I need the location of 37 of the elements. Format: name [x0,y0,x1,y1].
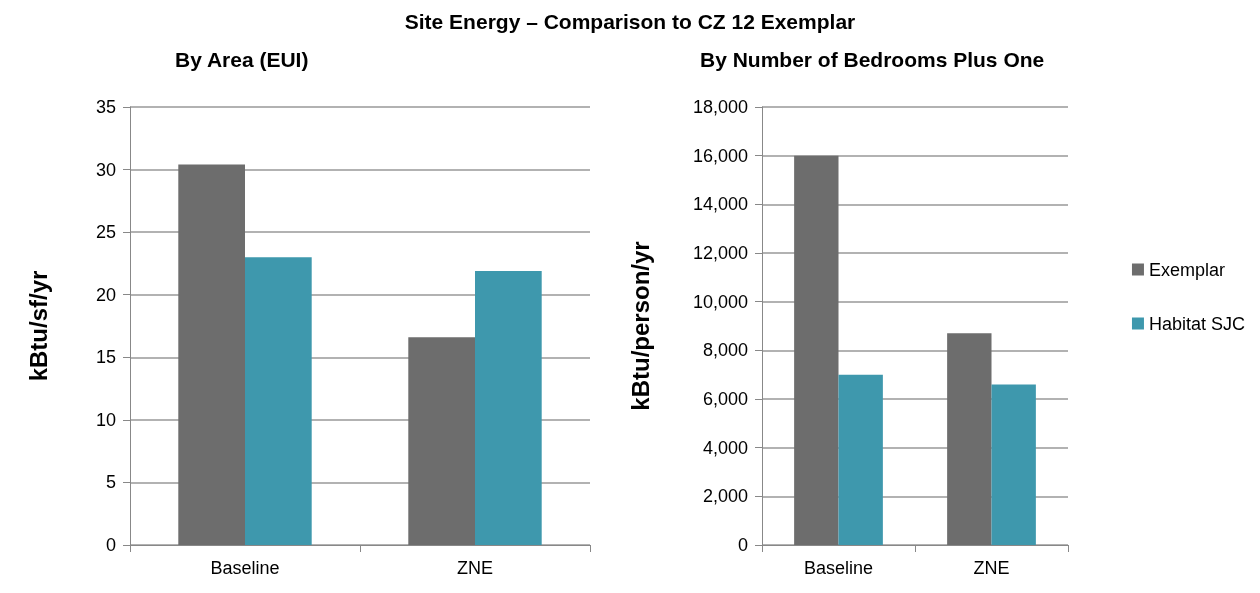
y-tick-label: 6,000 [702,389,748,409]
x-tick-label: ZNE [457,558,493,578]
bar [838,374,883,545]
bar [794,155,839,545]
bar [178,164,245,545]
y-tick-label: 8,000 [702,340,748,361]
y-tick-label: 15 [95,347,116,368]
y-axis-title: kBtu/sf/yr [24,270,52,382]
y-tick-label: 0 [737,535,748,555]
chart-title: By Number of Bedrooms Plus One [700,48,1045,71]
y-tick-label: 14,000 [692,194,748,215]
bar [475,270,542,545]
bar [245,257,312,545]
bar [408,337,475,545]
y-tick-label: 10,000 [692,291,748,312]
y-tick-label: 5 [105,472,116,493]
y-tick-label: 20 [95,284,116,305]
x-tick-label: ZNE [973,558,1010,578]
chart-title: Site Energy – Comparison to CZ 12 Exemplar [403,10,857,34]
chart-subtitle: By Area (EUI) [175,48,309,71]
y-tick-label: 25 [95,222,116,243]
y-tick-label: 12,000 [692,243,748,263]
bar [991,384,1036,545]
bar [947,333,992,545]
y-tick-label: 18,000 [692,97,748,117]
y-tick-label: 2,000 [702,486,748,507]
x-tick-label: Baseline [210,558,280,578]
y-tick-label: 30 [95,159,116,180]
x-tick-label: Baseline [803,558,874,578]
y-tick-label: 0 [105,535,116,555]
y-tick-label: 16,000 [692,145,748,166]
legend-label: Habitat SJC [1148,313,1246,334]
y-axis-title: kBtu/person/yr [626,241,654,411]
legend-label: Exemplar [1148,259,1225,280]
y-tick-label: 10 [95,409,116,430]
y-tick-label: 4,000 [702,437,748,458]
y-tick-label: 35 [95,97,116,117]
